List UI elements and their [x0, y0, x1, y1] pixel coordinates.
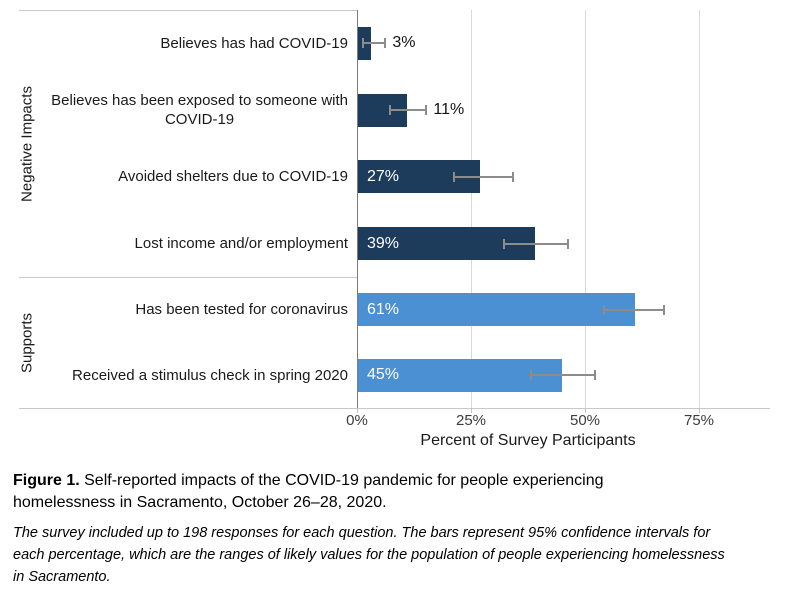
error-bar: [502, 242, 567, 245]
axis-tick: [699, 408, 700, 413]
bar-row: Avoided shelters due to COVID-19 27%: [0, 144, 800, 211]
x-tick-label: 75%: [683, 412, 715, 429]
bar-row: Received a stimulus check in spring 2020…: [0, 343, 800, 409]
error-bar-cap: [566, 238, 569, 249]
category-label: Avoided shelters due to COVID-19: [118, 168, 348, 186]
gridline-75%: [699, 10, 700, 408]
caption-line-1: Figure 1. Self-reported impacts of the C…: [13, 472, 604, 489]
bar-zone: 11%: [356, 93, 800, 127]
error-bar-cap: [361, 38, 364, 49]
bar: [357, 293, 636, 327]
note-line-3: in Sacramento.: [13, 569, 111, 585]
axis-tick: [357, 408, 358, 413]
value-label: 45%: [367, 366, 400, 384]
bar-zone: 45%: [356, 358, 800, 392]
bar-row: Believes has been exposed to someone wit…: [0, 77, 800, 144]
error-bar: [530, 374, 595, 377]
error-bar-cap: [502, 238, 505, 249]
panel-border-bottom: [19, 408, 770, 409]
value-label: 39%: [367, 234, 400, 252]
value-label: 27%: [367, 167, 400, 185]
error-bar: [361, 42, 385, 45]
gridline-25%: [471, 10, 472, 408]
error-bar: [603, 308, 663, 311]
figure-note: The survey included up to 198 responses …: [13, 522, 725, 588]
bar-zone: 39%: [356, 227, 800, 261]
value-label: 3%: [392, 34, 416, 52]
error-bar-cap: [425, 105, 428, 116]
value-label: 11%: [433, 101, 465, 119]
caption-figure-number: Figure 1.: [13, 472, 80, 489]
note-line-2: each percentage, which are the ranges of…: [13, 547, 725, 563]
bar-chart: 0% 25% 50% 75% Negative Impacts Believes has…: [0, 10, 800, 449]
panel-border-top: [19, 10, 357, 11]
x-tick-label: 0%: [346, 412, 368, 429]
facet-negative-impacts: Negative Impacts Believes has had COVID-1…: [0, 10, 800, 277]
x-axis-title: Percent of Survey Participants: [420, 432, 636, 449]
bar-zone: 3%: [356, 26, 800, 60]
axis-tick: [471, 408, 472, 413]
bar: [357, 358, 563, 392]
category-label: Received a stimulus check in spring 2020: [72, 366, 348, 384]
error-bar-cap: [512, 171, 515, 182]
bar-zone: 27%: [356, 160, 800, 194]
error-bar-cap: [662, 304, 665, 315]
bar-zone: 61%: [356, 293, 800, 327]
error-bar-cap: [452, 171, 455, 182]
figure-caption: Figure 1. Self-reported impacts of the C…: [13, 470, 604, 514]
category-label: Believes has had COVID-19: [160, 34, 348, 52]
category-label: Believes has been exposed to someone wit…: [51, 92, 348, 129]
error-bar-cap: [594, 370, 597, 381]
gridline-50%: [585, 10, 586, 408]
x-tick-label: 50%: [569, 412, 601, 429]
facet-strip-label: Negative Impacts: [18, 85, 36, 202]
value-label: 61%: [367, 300, 400, 318]
x-tick-label: 25%: [455, 412, 487, 429]
facet-strip-label: Supports: [18, 312, 36, 373]
category-label: Lost income and/or employment: [134, 235, 348, 253]
bar-row: Believes has had COVID-19 3%: [0, 10, 800, 77]
error-bar-cap: [603, 304, 606, 315]
note-line-1: The survey included up to 198 responses …: [13, 525, 711, 541]
facet-divider-line: [19, 277, 357, 278]
caption-line-2: homelessness in Sacramento, October 26–2…: [13, 494, 387, 511]
error-bar-cap: [530, 370, 533, 381]
error-bar: [452, 175, 513, 178]
bar-row: Lost income and/or employment 39%: [0, 210, 800, 277]
error-bar-cap: [384, 38, 387, 49]
axis-tick: [585, 408, 586, 413]
facet-supports: Supports Has been tested for coronavirus 6…: [0, 277, 800, 408]
error-bar: [388, 109, 426, 112]
bar-row: Has been tested for coronavirus 61%: [0, 277, 800, 343]
error-bar-cap: [388, 105, 391, 116]
y-axis-line: [357, 10, 358, 408]
category-label: Has been tested for coronavirus: [135, 301, 348, 319]
